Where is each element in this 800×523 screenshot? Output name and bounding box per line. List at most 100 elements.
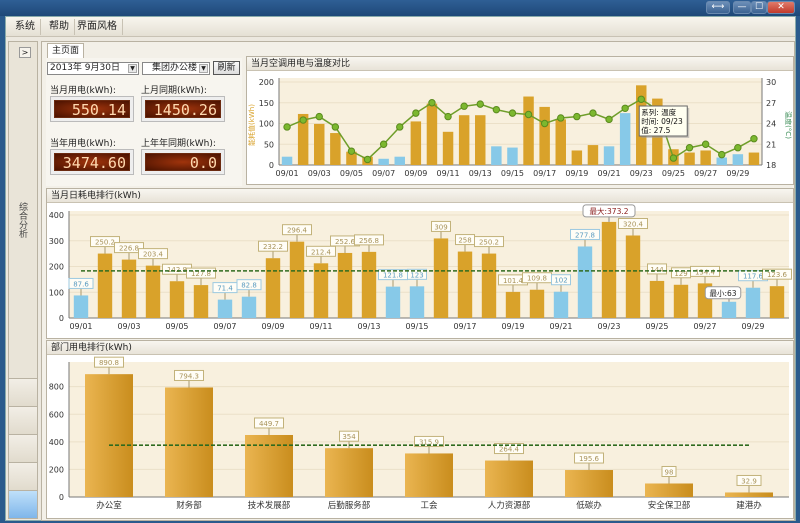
sidebar-slot[interactable] (9, 434, 37, 462)
temperature-point (637, 95, 645, 103)
meter-value: 3474.60 (54, 153, 130, 172)
y-tick-label: 0 (59, 314, 64, 323)
bar (571, 150, 583, 165)
temperature-point (492, 105, 501, 114)
data-label-box (339, 430, 359, 442)
refresh-button[interactable]: 刷新 (213, 61, 240, 75)
temperature-point (557, 114, 565, 122)
date-picker[interactable]: 2013年 9月30日 ▼ (47, 62, 139, 75)
bar (85, 374, 133, 497)
menu-system[interactable]: 系统 (10, 19, 41, 35)
data-label-box (570, 228, 600, 240)
meter-last-year: 0.0 (141, 149, 225, 175)
bar (645, 483, 693, 497)
sidebar-slot[interactable] (9, 378, 37, 406)
data-label-box (736, 474, 762, 486)
temperature-point (508, 109, 517, 117)
bar (507, 147, 518, 165)
bar (684, 152, 695, 165)
data-label: 134.4 (695, 268, 716, 276)
y-tick-label: 300 (49, 237, 64, 246)
maximize-button[interactable]: ☐ (751, 1, 767, 14)
bar (491, 146, 502, 165)
y2-axis-title: 温度(°C) (784, 111, 793, 139)
temperature-point (589, 109, 597, 117)
bar (587, 145, 599, 165)
close-button[interactable]: ✕ (767, 1, 795, 14)
bar (649, 280, 665, 318)
callout-box (582, 204, 636, 218)
temperature-point (718, 150, 726, 159)
bar (361, 251, 377, 318)
bar (603, 146, 615, 165)
data-label: 250.2 (479, 239, 499, 247)
x-tick-label: 09/19 (565, 169, 588, 178)
department-ranking-panel: 部门用电排行(kWh) 0 200 400 600 800 办公室 890.8 财务部 794.… (46, 340, 794, 519)
meter-label: 当月用电(kWh): (50, 86, 116, 96)
y-tick-label: 200 (49, 465, 64, 474)
bar (405, 453, 453, 497)
expand-sidebar-button[interactable]: > (19, 47, 31, 58)
tab-home[interactable]: 主页面 (47, 43, 85, 58)
temperature-point (396, 123, 404, 131)
data-label: 101.4 (503, 277, 524, 285)
data-label-box (90, 236, 120, 248)
x-tick-label: 09/05 (340, 169, 363, 178)
sidebar-item-analysis[interactable]: 综合分析 (17, 202, 27, 238)
bar (505, 291, 521, 318)
bar (245, 434, 293, 497)
sidebar-slot[interactable] (9, 462, 37, 490)
x-tick-label: 09/27 (693, 322, 716, 331)
bar (457, 251, 473, 318)
panel-title: 当月空调用电与温度对比 (247, 57, 793, 71)
bar (297, 113, 309, 165)
menu-theme[interactable]: 界面风格 (72, 19, 123, 35)
temperature-point (444, 112, 452, 121)
menu-help[interactable]: 帮助 (44, 19, 75, 35)
data-label: 226.8 (119, 245, 139, 253)
bar (337, 252, 353, 318)
bar (475, 115, 486, 165)
temperature-point (524, 110, 533, 119)
x-tick-label: 技术发展部 (248, 500, 291, 511)
data-label-box (762, 268, 792, 280)
max-label: 最大:373.2 (590, 206, 629, 216)
chevron-down-icon: ▼ (199, 64, 208, 73)
tooltip-time: 时间: 09/23 (641, 116, 683, 126)
data-label: 123 (410, 271, 423, 279)
bar (745, 287, 761, 318)
x-tick-label: 09/01 (276, 169, 299, 178)
ac-temp-chart: 0 50 100 150 200 09/01 09/03 09/05 09/07 09/09 09/… (247, 78, 793, 178)
minimize-button[interactable]: — (733, 1, 751, 14)
resize-icon[interactable]: ⟷ (706, 1, 730, 14)
bar (769, 286, 785, 318)
x-tick-label: 人力资源部 (488, 500, 531, 511)
y-tick-label: 0 (59, 493, 64, 502)
data-label: 309 (434, 223, 447, 231)
x-tick-label: 09/13 (469, 169, 492, 178)
y-tick-label: 100 (259, 120, 274, 129)
bar (217, 299, 233, 318)
x-tick-label: 09/29 (741, 322, 764, 331)
temperature-point (701, 140, 710, 148)
temperature-point (669, 154, 678, 162)
app-window: 系统 帮助 界面风格 > 综合分析 主页面 2013年 9月30日 ▼ 集团办公楼… (5, 16, 796, 521)
meter-month-usage: 550.14 (50, 96, 134, 122)
data-label: 87.6 (73, 280, 89, 288)
sidebar-slot-active[interactable] (9, 490, 37, 518)
data-label-box (407, 268, 427, 280)
data-label: 252.6 (335, 238, 356, 246)
x-tick-label: 09/01 (69, 322, 92, 331)
building-select[interactable]: 集团办公楼 ▼ (142, 62, 210, 75)
y-tick-label: 600 (49, 410, 64, 419)
data-label-box (661, 465, 677, 477)
temperature-point (540, 119, 549, 128)
x-tick-label: 09/25 (662, 169, 685, 178)
data-label: 250.2 (95, 239, 115, 247)
data-label: 277.8 (575, 231, 595, 239)
sidebar-slot[interactable] (9, 406, 37, 434)
data-label: 794.3 (179, 372, 199, 380)
meter-last-month: 1450.26 (141, 96, 225, 122)
bar (481, 253, 497, 318)
bar (565, 470, 613, 497)
